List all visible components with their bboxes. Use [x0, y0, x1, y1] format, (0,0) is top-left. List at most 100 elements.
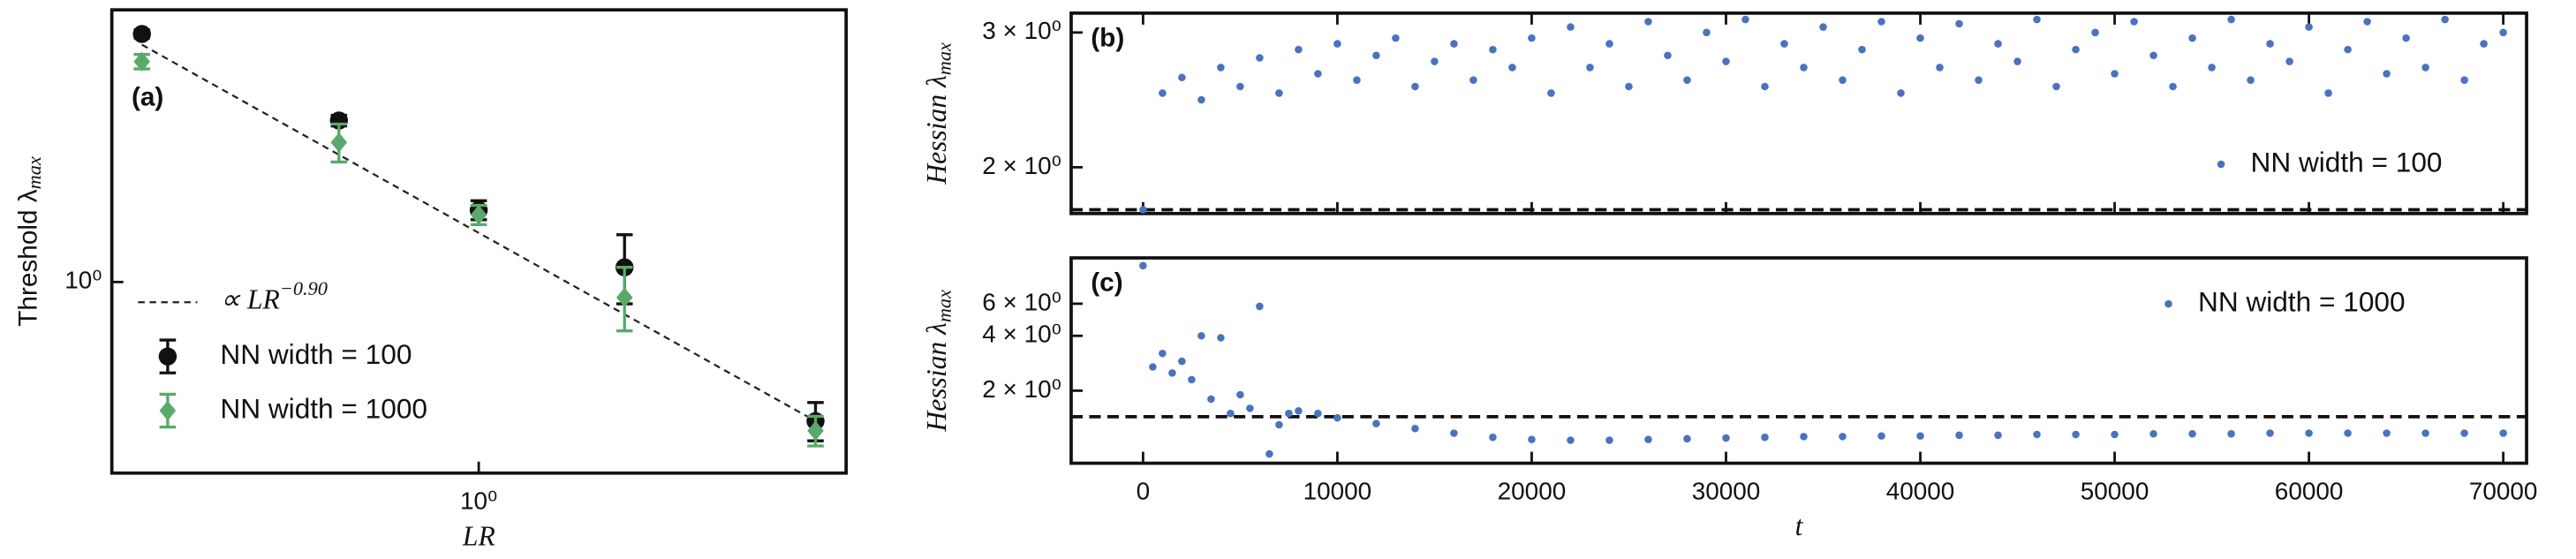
data-point — [2383, 70, 2391, 78]
y-tick-label: 10⁰ — [64, 267, 102, 294]
y-axis-label-sub: max — [23, 156, 45, 189]
data-point — [2130, 18, 2138, 26]
data-point — [2227, 15, 2235, 24]
y-axis-label-main: Hessian λ — [921, 75, 952, 185]
data-point — [1246, 404, 1254, 412]
data-point — [2402, 34, 2410, 42]
data-point — [1333, 40, 1341, 48]
legend-swatch — [158, 347, 178, 366]
legend-label-exponent: −0.90 — [280, 277, 328, 299]
data-point — [1431, 57, 1439, 65]
data-point — [1916, 432, 1924, 440]
data-point — [2441, 15, 2449, 24]
data-point — [1372, 51, 1380, 60]
data-point — [2072, 45, 2080, 54]
data-point — [1605, 436, 1613, 444]
data-point — [2499, 28, 2507, 37]
data-point — [1159, 349, 1167, 358]
data-point — [2421, 64, 2429, 72]
data-point — [2227, 429, 2235, 438]
data-point — [2169, 82, 2177, 91]
data-point — [2344, 429, 2352, 437]
data-point — [1217, 334, 1225, 342]
y-axis-label: Hessian λmax — [921, 42, 955, 185]
data-point — [2111, 430, 2119, 439]
data-point — [1411, 82, 1419, 91]
data-point — [1722, 57, 1730, 65]
data-point — [1800, 64, 1808, 72]
legend-label-main: ∝ LR — [220, 284, 279, 315]
data-point — [1178, 357, 1186, 366]
data-point — [2149, 429, 2157, 438]
x-tick-label: 50000 — [2081, 477, 2149, 504]
data-point — [2363, 18, 2371, 26]
panel-label: (b) — [1091, 24, 1124, 53]
data-point — [2266, 429, 2274, 437]
data-point — [616, 287, 633, 307]
data-point — [1877, 432, 1885, 440]
legend-label: ∝ LR−0.90 — [220, 277, 327, 314]
y-axis-label-sub: max — [933, 42, 956, 75]
data-point — [1703, 28, 1711, 37]
data-point — [2383, 429, 2391, 437]
x-tick-label: 30000 — [1692, 477, 1761, 504]
data-point — [1800, 433, 1808, 441]
data-point — [1314, 70, 1322, 78]
data-point — [1625, 82, 1633, 91]
data-point — [1683, 76, 1691, 84]
data-point — [1392, 34, 1400, 42]
data-point — [2072, 430, 2080, 439]
data-point — [1839, 76, 1847, 84]
data-point — [132, 25, 151, 43]
x-tick-label: 20000 — [1498, 477, 1567, 504]
data-point — [1217, 64, 1225, 72]
data-point — [1159, 89, 1167, 97]
legend-swatch — [159, 400, 177, 421]
legend-label: NN width = 1000 — [2198, 285, 2406, 317]
data-point — [1450, 40, 1458, 48]
data-point — [2091, 28, 2099, 37]
data-point — [1265, 449, 1273, 458]
data-point — [1275, 89, 1283, 97]
data-point — [1975, 76, 1983, 84]
data-point — [2208, 64, 2216, 72]
data-point — [2421, 429, 2429, 437]
data-point — [1295, 406, 1303, 415]
legend-label: NN width = 100 — [2251, 146, 2443, 178]
data-point — [1955, 431, 1963, 440]
data-point — [2344, 45, 2352, 54]
data-point — [1916, 34, 1924, 42]
x-tick-label: 0 — [1137, 477, 1151, 504]
data-point — [1586, 64, 1594, 72]
data-point — [1819, 23, 1827, 31]
data-point — [1207, 395, 1215, 404]
y-tick-label: 4 × 10⁰ — [982, 321, 1061, 348]
data-point — [1567, 436, 1575, 444]
data-point — [1528, 435, 1536, 443]
data-point — [1295, 45, 1303, 54]
legend-swatch — [2164, 299, 2172, 308]
x-tick-label: 10000 — [1303, 477, 1372, 504]
data-point — [2480, 40, 2488, 48]
data-point — [1761, 82, 1769, 91]
fit-line — [141, 43, 817, 422]
data-point — [1897, 89, 1905, 97]
data-point — [1227, 409, 1235, 418]
data-point — [1936, 64, 1944, 72]
data-point — [1275, 420, 1283, 429]
data-point — [2013, 57, 2021, 65]
data-point — [1353, 76, 1361, 84]
data-point — [1994, 431, 2002, 440]
data-point — [1236, 390, 1244, 399]
data-point — [1567, 23, 1575, 31]
data-point — [1197, 331, 1205, 340]
x-tick-label: 60000 — [2275, 477, 2344, 504]
x-tick-label: 40000 — [1886, 477, 1955, 504]
data-point — [2266, 40, 2274, 48]
y-tick-label: 2 × 10⁰ — [982, 152, 1061, 179]
x-tick-label: 70000 — [2469, 477, 2538, 504]
x-axis-label: LR — [462, 520, 495, 551]
x-axis-label: t — [1795, 510, 1804, 541]
data-point — [2188, 429, 2196, 438]
data-point — [1605, 40, 1613, 48]
